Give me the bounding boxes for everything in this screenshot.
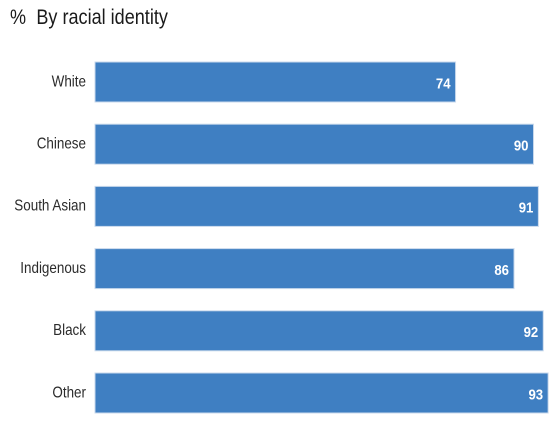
value-label-black: 92	[524, 323, 539, 340]
bar-white	[94, 61, 457, 103]
bar-south-asian	[94, 185, 539, 227]
chart-title: % By racial identity	[10, 6, 168, 30]
value-label-indigenous: 86	[494, 261, 509, 278]
category-label-white: White	[52, 73, 86, 90]
title-text: By racial identity	[36, 6, 168, 29]
value-label-other: 93	[528, 386, 543, 403]
bar-black	[94, 310, 544, 352]
category-label-south-asian: South Asian	[14, 198, 86, 215]
bar-other	[94, 372, 549, 414]
title-unit: %	[10, 6, 27, 29]
bar-indigenous	[94, 248, 515, 290]
value-label-south-asian: 91	[519, 199, 534, 216]
category-label-other: Other	[52, 384, 86, 401]
value-label-white: 74	[436, 75, 451, 92]
bar-chinese	[94, 123, 535, 165]
value-label-chinese: 90	[514, 137, 529, 154]
category-label-indigenous: Indigenous	[20, 260, 86, 277]
category-label-chinese: Chinese	[37, 136, 86, 153]
category-label-black: Black	[53, 322, 86, 339]
